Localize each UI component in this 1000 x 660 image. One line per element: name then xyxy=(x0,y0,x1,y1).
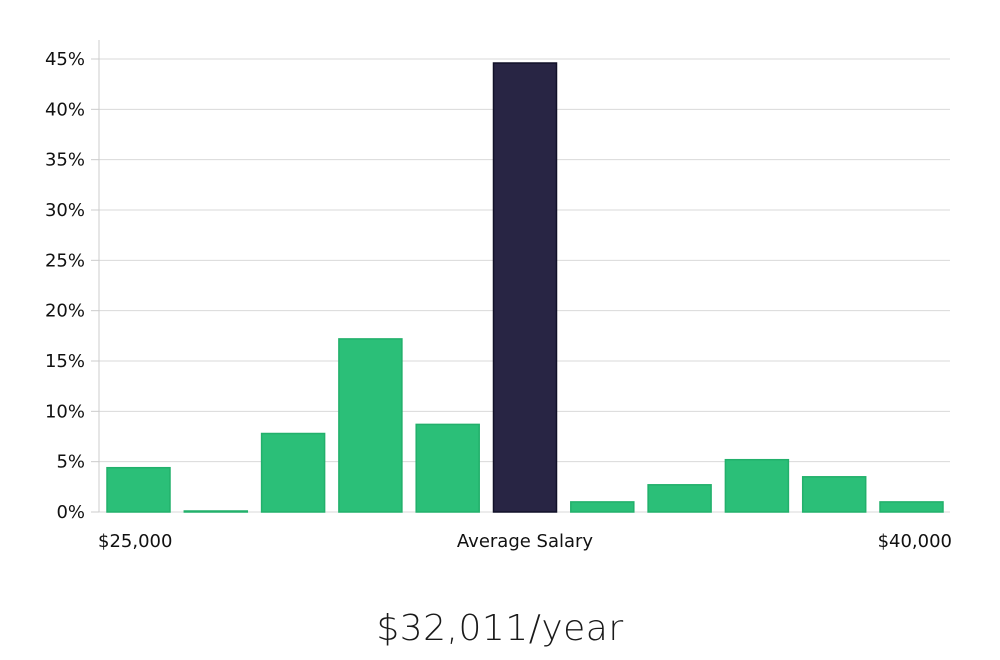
y-tick-label: 0% xyxy=(56,502,85,523)
bar xyxy=(724,458,790,513)
bars xyxy=(106,62,944,513)
bar xyxy=(415,423,480,513)
y-tick-label: 15% xyxy=(45,351,85,372)
average-salary-value: $32,011/year xyxy=(376,608,624,649)
y-tick-label: 10% xyxy=(45,401,85,422)
bar-average-salary xyxy=(492,62,558,513)
y-tick-label: 20% xyxy=(45,301,85,322)
bar xyxy=(183,510,249,513)
y-tick-label: 25% xyxy=(45,250,85,271)
x-label-average: Average Salary xyxy=(457,531,594,552)
x-label-max: $40,000 xyxy=(878,531,952,552)
y-tick-label: 45% xyxy=(45,49,85,70)
salary-histogram: 0% 5% 10% 15% 20% 25% 30% 35% 40% 45% $25,000 Ave… xyxy=(45,40,952,552)
y-tick-label: 30% xyxy=(45,200,85,221)
bar xyxy=(338,338,403,513)
y-tick-label: 5% xyxy=(56,452,85,473)
y-tick-label: 40% xyxy=(45,99,85,120)
y-tick-label: 35% xyxy=(45,150,85,171)
bar xyxy=(801,476,867,513)
bar xyxy=(570,501,635,513)
bar xyxy=(260,432,326,513)
bar xyxy=(879,501,944,513)
bar xyxy=(647,484,712,513)
bar xyxy=(106,466,171,513)
x-label-min: $25,000 xyxy=(98,531,172,552)
y-axis-ticks: 0% 5% 10% 15% 20% 25% 30% 35% 40% 45% xyxy=(45,49,99,523)
